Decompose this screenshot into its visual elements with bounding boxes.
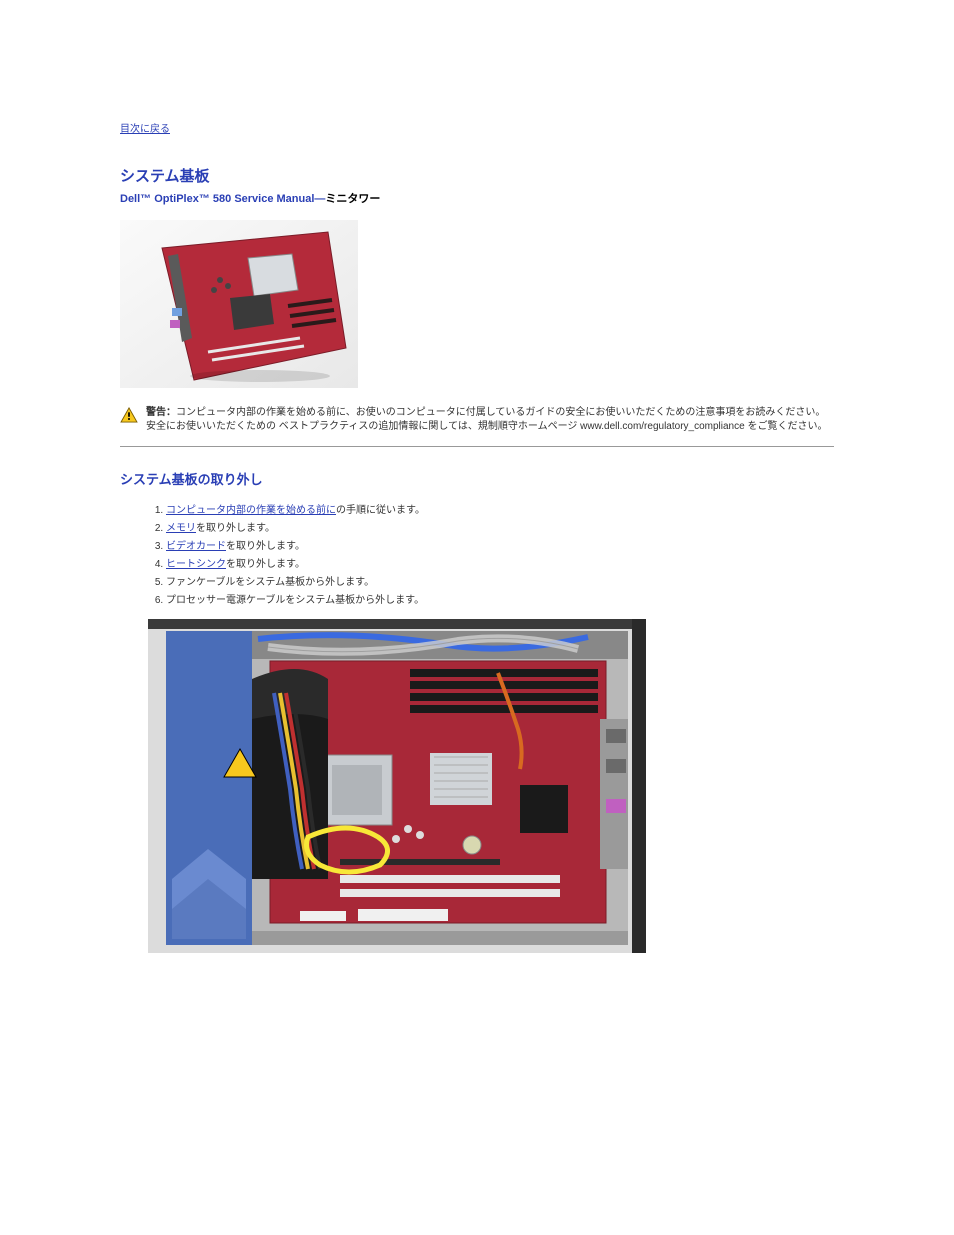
warning-text: 警告：コンピュータ内部の作業を始める前に、お使いのコンピュータに付属しているガイ… [146, 406, 834, 434]
step-item: ファンケーブルをシステム基板から外します。 [166, 574, 834, 591]
step-item: ビデオカードを取り外します。 [166, 538, 834, 555]
warning-body: コンピュータ内部の作業を始める前に、お使いのコンピュータに付属しているガイドの安… [146, 407, 827, 432]
warning-label: 警告： [146, 407, 176, 418]
steps-list: コンピュータ内部の作業を始める前にの手順に従います。メモリを取り外します。ビデオ… [120, 502, 834, 609]
back-to-contents-link[interactable]: 目次に戻る [120, 120, 170, 135]
step-item: コンピュータ内部の作業を始める前にの手順に従います。 [166, 502, 834, 519]
step-link[interactable]: ビデオカード [166, 541, 226, 552]
step-text: を取り外します。 [196, 523, 275, 534]
warning-block: 警告：コンピュータ内部の作業を始める前に、お使いのコンピュータに付属しているガイ… [120, 406, 834, 434]
separator [120, 446, 834, 447]
step-item: プロセッサー電源ケーブルをシステム基板から外します。 [166, 592, 834, 609]
step-text: ファンケーブルをシステム基板から外します。 [166, 577, 374, 588]
manual-title: Dell™ OptiPlex™ 580 Service Manual—ミニタワー [120, 190, 834, 206]
section-heading: システム基板 [120, 165, 834, 186]
step-text: を取り外します。 [226, 541, 305, 552]
step-text: の手順に従います。 [336, 505, 425, 516]
subheading: システム基板の取り外し [120, 469, 834, 488]
step-link[interactable]: メモリ [166, 523, 196, 534]
motherboard-thumbnail-image [120, 220, 358, 388]
step-item: ヒートシンクを取り外します。 [166, 556, 834, 573]
step-text: を取り外します。 [226, 559, 305, 570]
computer-interior-image [148, 619, 646, 953]
main-image-container [120, 619, 834, 953]
step-item: メモリを取り外します。 [166, 520, 834, 537]
step-text: プロセッサー電源ケーブルをシステム基板から外します。 [166, 595, 424, 606]
manual-title-suffix: ミニタワー [325, 193, 380, 205]
manual-title-prefix: Dell™ OptiPlex™ 580 Service Manual— [120, 193, 325, 205]
warning-triangle-icon [120, 407, 138, 423]
step-link[interactable]: コンピュータ内部の作業を始める前に [166, 505, 336, 516]
step-link[interactable]: ヒートシンク [166, 559, 226, 570]
thumbnail-container [120, 220, 834, 388]
